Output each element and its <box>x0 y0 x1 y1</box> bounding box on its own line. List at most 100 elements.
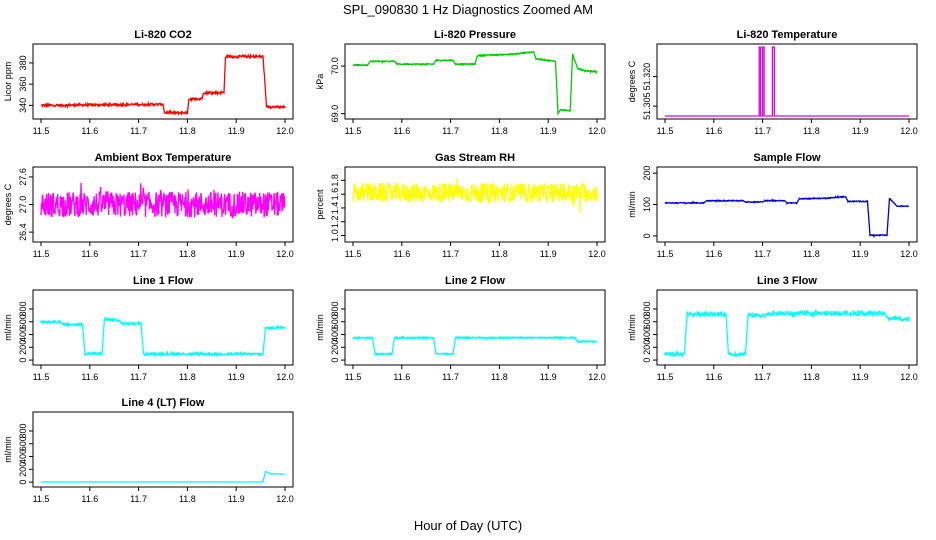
y-tick-label: 600 <box>642 314 652 329</box>
y-tick-label: 100 <box>642 197 652 212</box>
x-tick-label: 11.7 <box>442 372 459 382</box>
panel-title: Gas Stream RH <box>435 152 515 164</box>
x-tick-label: 12.0 <box>900 249 918 259</box>
y-tick-label: 0 <box>18 358 28 363</box>
panel-frame <box>32 289 294 366</box>
y-tick-label: 380 <box>18 55 28 70</box>
series-line <box>664 309 910 359</box>
x-tick-label: 11.9 <box>540 249 557 259</box>
panel-frame <box>344 289 606 366</box>
x-tick-label: 11.5 <box>345 126 362 136</box>
x-tick-label: 11.8 <box>179 126 196 136</box>
x-tick-label: 11.8 <box>803 126 820 136</box>
y-tick-label: 51.320 <box>642 63 652 91</box>
x-tick-label: 11.7 <box>130 372 147 382</box>
panel-title: Li-820 CO2 <box>134 29 191 41</box>
x-tick-label: 12.0 <box>588 372 606 382</box>
y-tick-label: 400 <box>18 449 28 464</box>
y-tick-label: 200 <box>642 166 652 181</box>
y-tick-label: 200 <box>18 340 28 355</box>
x-tick-label: 12.0 <box>900 372 918 382</box>
x-tick-label: 11.8 <box>179 494 196 504</box>
y-tick-label: 51.305 <box>642 92 652 120</box>
y-tick-label: 600 <box>330 314 340 329</box>
x-tick-label: 11.9 <box>228 372 245 382</box>
x-tick-label: 11.6 <box>81 372 98 382</box>
x-tick-label: 11.7 <box>130 494 147 504</box>
panel-frame <box>344 166 606 243</box>
x-tick-label: 11.9 <box>540 126 557 136</box>
panel-title: Line 4 (LT) Flow <box>122 397 205 409</box>
x-tick-label: 11.6 <box>81 126 98 136</box>
series-line <box>665 46 909 117</box>
y-tick-label: 800 <box>18 423 28 438</box>
x-tick-label: 11.7 <box>754 249 771 259</box>
panel-frame <box>656 289 918 366</box>
y-axis-label: Licor ppm <box>3 62 13 102</box>
series-line <box>40 315 286 359</box>
x-tick-label: 11.8 <box>179 249 196 259</box>
y-tick-label: 600 <box>18 314 28 329</box>
panel-5: Sample Flow 11.5 11.6 11.7 11.8 11.9 12.0 0 100 2… <box>627 152 918 259</box>
panel-title: Li-820 Temperature <box>737 29 838 41</box>
x-tick-label: 11.6 <box>705 372 722 382</box>
x-tick-label: 11.6 <box>81 494 98 504</box>
panel-title: Line 2 Flow <box>445 275 505 287</box>
series-line <box>352 50 598 116</box>
y-tick-label: 1.2 <box>330 215 340 228</box>
x-tick-label: 11.7 <box>754 126 771 136</box>
x-tick-label: 11.9 <box>852 249 869 259</box>
x-tick-label: 11.9 <box>228 494 245 504</box>
series-line <box>41 52 286 117</box>
x-tick-label: 11.7 <box>130 126 147 136</box>
y-axis-label: kPa <box>315 74 325 90</box>
y-tick-label: 69.0 <box>330 105 340 123</box>
panel-1: Li-820 Pressure 11.5 11.6 11.7 11.8 11.9 12.0 6… <box>315 29 606 136</box>
x-tick-label: 12.0 <box>588 249 606 259</box>
y-tick-label: 0 <box>18 480 28 485</box>
x-tick-label: 12.0 <box>276 126 294 136</box>
x-tick-label: 11.5 <box>657 249 674 259</box>
x-tick-label: 12.0 <box>588 126 606 136</box>
x-tick-label: 11.5 <box>33 126 50 136</box>
x-tick-label: 12.0 <box>276 249 294 259</box>
panel-6: Line 1 Flow 11.5 11.6 11.7 11.8 11.9 12.0 0 2004… <box>3 275 294 382</box>
y-tick-label: 600 <box>18 436 28 451</box>
y-tick-label: 27.6 <box>18 168 28 186</box>
x-tick-label: 11.9 <box>228 126 245 136</box>
y-axis-label: ml/min <box>627 191 637 218</box>
y-tick-label: 1.6 <box>330 188 340 201</box>
y-tick-label: 800 <box>18 301 28 316</box>
y-axis-label: ml/min <box>315 314 325 341</box>
series-line <box>40 182 286 220</box>
y-tick-label: 400 <box>642 327 652 342</box>
y-axis-label: degrees C <box>627 60 637 102</box>
y-axis-label: ml/min <box>627 314 637 341</box>
x-tick-label: 12.0 <box>276 494 294 504</box>
panel-frame <box>32 411 294 488</box>
series-line <box>664 194 909 239</box>
x-tick-label: 11.5 <box>33 494 50 504</box>
x-tick-label: 11.8 <box>803 372 820 382</box>
panel-3: Ambient Box Temperature 11.5 11.6 11.7 11.8 1… <box>3 152 294 259</box>
y-tick-label: 400 <box>18 327 28 342</box>
y-axis-label: ml/min <box>3 314 13 341</box>
figure-title: SPL_090830 1 Hz Diagnostics Zoomed AM <box>342 2 594 17</box>
x-tick-label: 11.5 <box>33 249 50 259</box>
panel-7: Line 2 Flow 11.5 11.6 11.7 11.8 11.9 12.0 0 2004… <box>315 275 606 382</box>
panel-title: Ambient Box Temperature <box>95 152 232 164</box>
panel-8: Line 3 Flow 11.5 11.6 11.7 11.8 11.9 12.0 0 2004… <box>627 275 918 382</box>
panel-0: Li-820 CO2 11.5 11.6 11.7 11.8 11.9 12.0 340 360… <box>3 29 294 136</box>
y-tick-label: 26.4 <box>18 223 28 241</box>
x-tick-label: 11.6 <box>393 372 410 382</box>
series-line <box>40 470 286 483</box>
y-tick-label: 1.4 <box>330 202 340 215</box>
x-tick-label: 11.8 <box>803 249 820 259</box>
panel-4: Gas Stream RH 11.5 11.6 11.7 11.8 11.9 12.0 1.0… <box>315 152 606 259</box>
y-tick-label: 0 <box>642 358 652 363</box>
x-tick-label: 11.5 <box>657 126 674 136</box>
y-tick-label: 27.0 <box>18 196 28 214</box>
x-tick-label: 11.7 <box>754 372 771 382</box>
series-line <box>352 177 598 213</box>
x-tick-label: 11.8 <box>491 126 508 136</box>
